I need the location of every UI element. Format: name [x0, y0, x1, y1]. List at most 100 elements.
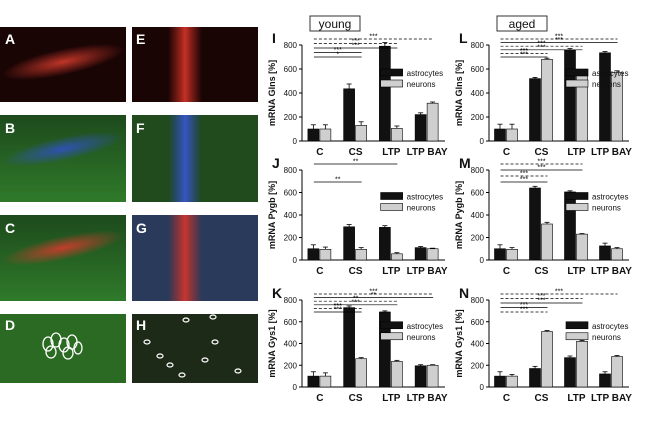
significance-label-M-3: *** — [537, 159, 545, 166]
category-label-N-3: LTP BAY — [591, 393, 632, 404]
bar-K-neurons-1 — [355, 358, 367, 388]
y-tick-label-L-3: 600 — [471, 65, 485, 74]
bar-M-neurons-3 — [611, 248, 623, 261]
legend-swatch-N-0 — [565, 321, 589, 330]
y-tick-label-M-3: 600 — [471, 189, 485, 198]
bar-J-astrocytes-2 — [379, 227, 391, 261]
micrograph-label-B: B — [5, 120, 15, 136]
significance-label-N-2: *** — [537, 298, 545, 305]
legend-swatch-J-0 — [380, 192, 403, 200]
y-tick-label-L-0: 0 — [480, 137, 485, 146]
micrograph-H: H — [132, 314, 258, 383]
legend-swatch-M-0 — [565, 192, 589, 200]
legend-label-N-0: astrocytes — [592, 322, 628, 331]
bar-J-astrocytes-3 — [414, 247, 427, 261]
bar-N-astrocytes-2 — [564, 357, 576, 388]
significance-label-M-0: *** — [520, 177, 528, 184]
bar-N-neurons-1 — [541, 331, 553, 388]
legend-swatch-L-0 — [565, 68, 589, 77]
significance-label-K-1: *** — [334, 303, 342, 310]
y-tick-label-K-2: 400 — [284, 340, 298, 349]
category-label-N-0: C — [503, 393, 510, 404]
bar-L-astrocytes-1 — [529, 78, 541, 142]
bar-I-neurons-0 — [319, 128, 332, 142]
significance-label-J-1: ** — [353, 159, 359, 166]
bar-K-neurons-2 — [391, 361, 403, 388]
chart-K: K 0 200 400 600 800 mRNA Gys1 [%] C CS LTP LTP BAY… — [267, 285, 448, 404]
micrograph-C: C — [0, 215, 126, 301]
y-tick-label-J-0: 0 — [293, 256, 298, 265]
micrograph-label-E: E — [136, 31, 145, 47]
group-title-I: young — [319, 17, 352, 31]
category-label-L-3: LTP BAY — [591, 147, 632, 158]
chart-M: M 0 200 400 600 800 mRNA Pygb [%] C CS LTP LTP BAY… — [454, 155, 632, 277]
group-title-box-I — [309, 15, 361, 32]
bar-M-neurons-0 — [506, 249, 518, 261]
group-title-box-L — [496, 15, 548, 32]
bar-M-astrocytes-1 — [529, 187, 541, 261]
category-label-K-1: CS — [349, 393, 363, 404]
y-axis-label-I: mRNA Glns [%] — [267, 60, 277, 126]
significance-label-L-3: *** — [537, 41, 545, 48]
bar-J-neurons-1 — [355, 249, 367, 261]
y-tick-label-L-2: 400 — [471, 89, 485, 98]
legend-label-I-1: neurons — [407, 80, 436, 89]
y-tick-label-M-0: 0 — [480, 256, 485, 265]
bar-M-astrocytes-3 — [599, 245, 611, 261]
y-tick-label-M-2: 400 — [471, 211, 485, 220]
category-label-N-2: LTP — [567, 393, 585, 404]
significance-label-N-3: *** — [537, 293, 545, 300]
legend-swatch-I-1 — [380, 79, 403, 88]
y-axis-label-L: mRNA Glns [%] — [454, 60, 464, 126]
y-tick-label-N-1: 200 — [471, 361, 485, 370]
category-label-J-2: LTP — [382, 266, 400, 277]
significance-label-L-0: *** — [520, 52, 528, 59]
bar-N-neurons-2 — [576, 341, 588, 388]
bar-N-neurons-0 — [506, 375, 518, 388]
micrograph-A: A — [0, 27, 126, 102]
bar-K-astrocytes-3 — [414, 365, 427, 388]
bar-M-astrocytes-2 — [564, 191, 576, 261]
y-axis-label-K: mRNA Gys1 [%] — [267, 309, 277, 377]
y-tick-label-N-0: 0 — [480, 383, 485, 392]
bar-M-astrocytes-0 — [494, 248, 506, 261]
micrograph-D: D — [0, 314, 126, 383]
category-label-K-0: C — [316, 393, 323, 404]
significance-label-L-5: *** — [555, 34, 563, 41]
bar-I-astrocytes-1 — [343, 88, 355, 142]
bar-N-neurons-3 — [611, 356, 623, 388]
y-tick-label-I-0: 0 — [293, 137, 298, 146]
legend-label-K-0: astrocytes — [407, 322, 443, 331]
category-label-N-1: CS — [535, 393, 549, 404]
category-label-K-2: LTP — [382, 393, 400, 404]
significance-label-I-3: *** — [352, 38, 360, 45]
y-tick-label-I-1: 200 — [284, 113, 298, 122]
bar-K-astrocytes-1 — [343, 307, 355, 388]
panel-label-I: I — [272, 30, 276, 46]
legend-label-J-1: neurons — [407, 204, 436, 213]
category-label-L-1: CS — [535, 147, 549, 158]
legend-swatch-L-1 — [565, 79, 589, 88]
y-tick-label-K-1: 200 — [284, 361, 298, 370]
legend-label-J-0: astrocytes — [407, 193, 443, 202]
micrograph-B: B — [0, 115, 126, 202]
panel-label-J: J — [272, 155, 280, 171]
y-tick-label-N-4: 800 — [471, 296, 485, 305]
panel-label-L: L — [459, 30, 468, 46]
category-label-I-1: CS — [349, 147, 363, 158]
significance-label-M-1: *** — [520, 171, 528, 178]
category-label-L-2: LTP — [567, 147, 585, 158]
y-tick-label-N-3: 600 — [471, 318, 485, 327]
y-tick-label-I-3: 600 — [284, 65, 298, 74]
y-axis-label-N: mRNA Gys1 [%] — [454, 309, 464, 377]
bar-L-neurons-0 — [506, 128, 518, 142]
legend-swatch-M-1 — [565, 203, 589, 211]
category-label-K-3: LTP BAY — [407, 393, 448, 404]
significance-label-L-2: *** — [537, 44, 545, 51]
significance-label-I-1: *** — [334, 47, 342, 54]
category-label-M-3: LTP BAY — [591, 266, 632, 277]
bar-M-neurons-1 — [541, 223, 553, 261]
